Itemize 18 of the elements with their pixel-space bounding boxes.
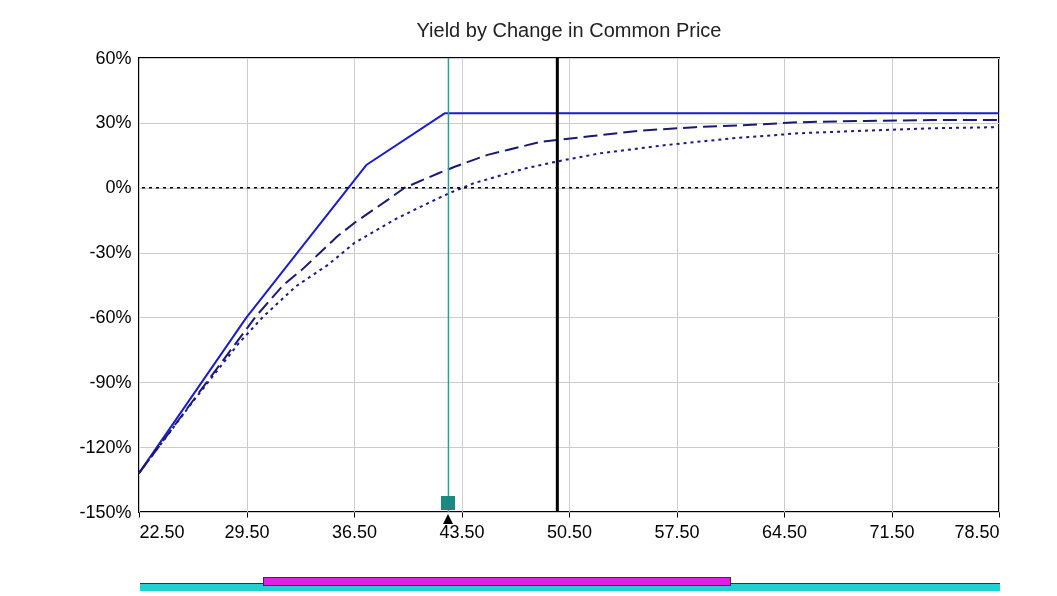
y-tick-label: -90%	[89, 371, 132, 392]
y-tick-label: 0%	[105, 177, 132, 198]
x-tick-label: 50.50	[546, 521, 593, 542]
chart-title: Yield by Change in Common Price	[416, 19, 722, 41]
y-tick-label: -150%	[79, 501, 132, 522]
x-tick-label: 22.50	[139, 521, 185, 542]
x-tick-label: 78.50	[954, 521, 1000, 542]
x-tick-label: 29.50	[224, 521, 270, 542]
x-tick-label: 36.50	[331, 521, 378, 542]
x-tick-label: 64.50	[761, 521, 808, 542]
x-tick-label: 57.50	[654, 521, 700, 542]
x-tick-label: 71.50	[869, 521, 915, 542]
y-tick-label: -60%	[89, 306, 132, 327]
x-tick-label: 43.50	[439, 521, 485, 542]
y-tick-label: 30%	[95, 112, 132, 133]
y-tick-label: 60%	[95, 47, 132, 68]
y-tick-label: -120%	[79, 436, 132, 457]
y-tick-label: -30%	[89, 242, 132, 263]
